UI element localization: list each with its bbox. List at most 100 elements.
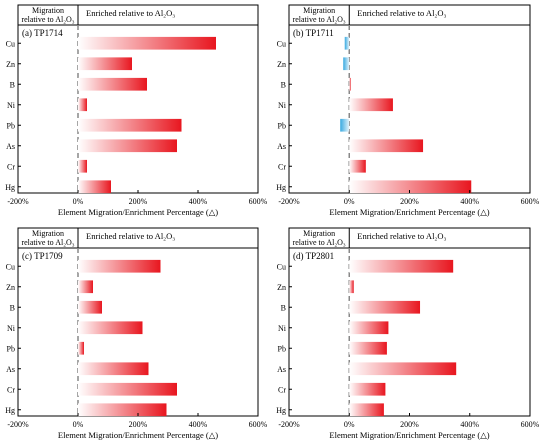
bar-hg <box>349 180 472 194</box>
x-tick-label: 0% <box>73 420 84 429</box>
header-migration-label-line2: relative to Al₂O₃ <box>293 238 346 247</box>
x-tick-label: 400% <box>460 420 479 429</box>
bar-as <box>349 139 424 153</box>
x-axis-label: Element Migration/Enrichment Percentage … <box>329 207 489 217</box>
x-axis-label: Element Migration/Enrichment Percentage … <box>329 430 489 440</box>
x-tick-label: 200% <box>400 420 419 429</box>
x-tick-label: 400% <box>189 197 208 206</box>
bar-zn <box>78 280 93 294</box>
category-label: Ni <box>7 101 16 110</box>
category-label: Hg <box>276 406 286 415</box>
header-migration-label: Migration <box>303 6 335 15</box>
x-tick-label: -200% <box>7 420 29 429</box>
bar-cu <box>349 259 454 273</box>
bar-cr <box>349 382 386 396</box>
x-tick-label: 200% <box>129 420 148 429</box>
x-axis-label: Element Migration/Enrichment Percentage … <box>58 207 218 217</box>
bar-cr <box>78 159 87 173</box>
bar-ni <box>78 98 87 112</box>
category-label: As <box>277 142 286 151</box>
category-label: Cu <box>6 39 15 48</box>
x-tick-label: 0% <box>344 197 355 206</box>
header-migration-label: Migration <box>303 229 335 238</box>
category-label: Cr <box>7 385 15 394</box>
category-label: Cu <box>277 262 286 271</box>
header-migration-label-line2: relative to Al₂O₃ <box>21 238 74 247</box>
bar-ni <box>349 98 393 112</box>
x-tick-label: 200% <box>129 197 148 206</box>
category-label: Cr <box>278 385 286 394</box>
category-label: Pb <box>278 344 286 353</box>
header-migration-label: Migration <box>32 6 64 15</box>
category-label: B <box>281 303 286 312</box>
category-label: As <box>6 365 15 374</box>
category-label: Hg <box>276 183 286 192</box>
category-label: Hg <box>5 183 15 192</box>
x-tick-label: 400% <box>460 197 479 206</box>
bar-hg <box>78 180 111 194</box>
category-label: B <box>281 80 286 89</box>
panel-title: (a) TP1714 <box>22 28 63 38</box>
header-enriched-label: Enriched relative to Al₂O₃ <box>357 8 446 18</box>
category-label: As <box>277 365 286 374</box>
bar-cu <box>78 259 161 273</box>
x-axis-label: Element Migration/Enrichment Percentage … <box>58 430 218 440</box>
category-label: Cu <box>6 262 15 271</box>
bar-as <box>78 362 149 376</box>
category-label: Cr <box>278 162 286 171</box>
header-enriched-label: Enriched relative to Al₂O₃ <box>86 231 175 241</box>
category-label: Cr <box>7 162 15 171</box>
x-tick-label: -200% <box>7 197 29 206</box>
bar-cu <box>344 36 350 50</box>
category-label: Ni <box>7 324 16 333</box>
x-tick-label: 400% <box>189 420 208 429</box>
category-label: Zn <box>6 283 15 292</box>
category-label: Zn <box>277 283 286 292</box>
x-tick-label: 0% <box>344 420 355 429</box>
bar-as <box>349 362 457 376</box>
category-label: Pb <box>278 121 286 130</box>
x-tick-label: 600% <box>521 197 540 206</box>
x-tick-label: 600% <box>521 420 540 429</box>
category-label: Cu <box>277 39 286 48</box>
category-label: Zn <box>6 60 15 69</box>
category-label: Pb <box>7 344 15 353</box>
bar-pb <box>340 118 350 132</box>
bar-b <box>78 77 147 91</box>
category-label: B <box>10 303 15 312</box>
bar-b <box>349 77 351 91</box>
bar-as <box>78 139 177 153</box>
category-label: Ni <box>278 101 287 110</box>
header-enriched-label: Enriched relative to Al₂O₃ <box>86 8 175 18</box>
bar-hg <box>349 403 384 417</box>
bar-cr <box>78 382 177 396</box>
bar-b <box>349 300 421 314</box>
bar-b <box>78 300 102 314</box>
category-label: B <box>10 80 15 89</box>
category-label: As <box>6 142 15 151</box>
header-migration-label-line2: relative to Al₂O₃ <box>293 15 346 24</box>
x-tick-label: 0% <box>73 197 84 206</box>
bar-zn <box>349 280 354 294</box>
header-enriched-label: Enriched relative to Al₂O₃ <box>357 231 446 241</box>
bar-zn <box>78 57 132 71</box>
x-tick-label: 600% <box>249 197 268 206</box>
panel-title: (c) TP1709 <box>22 251 63 261</box>
bar-cu <box>78 36 216 50</box>
header-migration-label-line2: relative to Al₂O₃ <box>21 15 74 24</box>
header-migration-label: Migration <box>32 229 64 238</box>
category-label: Ni <box>278 324 287 333</box>
bar-ni <box>78 321 143 335</box>
category-label: Zn <box>277 60 286 69</box>
bar-zn <box>343 57 350 71</box>
panel-title: (b) TP1711 <box>293 28 334 38</box>
x-tick-label: 200% <box>400 197 419 206</box>
bar-pb <box>78 341 84 355</box>
category-label: Pb <box>7 121 15 130</box>
category-label: Hg <box>5 406 15 415</box>
